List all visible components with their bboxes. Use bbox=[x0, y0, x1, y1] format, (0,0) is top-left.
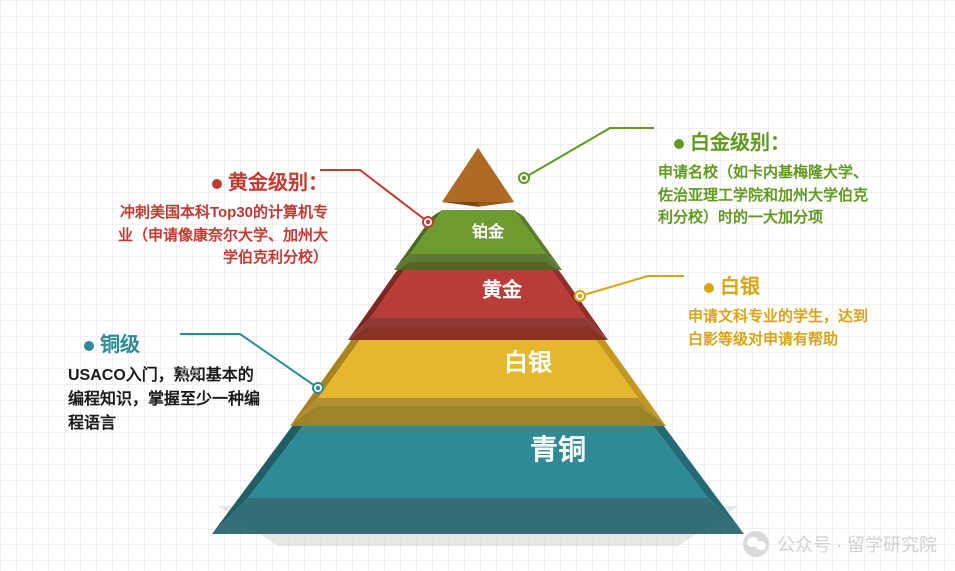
callout-desc: 申请名校（如卡内基梅隆大学、佐治亚理工学院和加州大学伯克利分校）时的一大加分项 bbox=[658, 162, 878, 230]
wechat-icon bbox=[743, 531, 769, 557]
callout-desc: USACO入门，熟知基本的编程知识，掌握至少一种编程语言 bbox=[68, 364, 268, 436]
bullet-icon bbox=[704, 283, 714, 293]
callout-platinum: 白金级别： 申请名校（如卡内基梅隆大学、佐治亚理工学院和加州大学伯克利分校）时的一… bbox=[658, 128, 878, 230]
callout-bronze: 铜级 USACO入门，熟知基本的编程知识，掌握至少一种编程语言 bbox=[68, 330, 268, 436]
callout-gold: 黄金级别： 冲刺美国本科Top30的计算机专业（申请像康奈尔大学、加州大学伯克利分… bbox=[118, 168, 328, 270]
callout-title: 白金级别： bbox=[658, 128, 878, 158]
watermark: 公众号 · 留学研究院 bbox=[743, 531, 937, 557]
callout-title: 白银 bbox=[688, 272, 876, 302]
watermark-text: 公众号 · 留学研究院 bbox=[777, 531, 937, 557]
callout-silver: 白银申请文科专业的学生，达到白影等级对申请有帮助 bbox=[688, 272, 876, 351]
callout-desc: 申请文科专业的学生，达到白影等级对申请有帮助 bbox=[688, 306, 876, 351]
callout-title: 黄金级别： bbox=[118, 168, 328, 198]
diagram-stage: 白金级别： 申请名校（如卡内基梅隆大学、佐治亚理工学院和加州大学伯克利分校）时的一… bbox=[0, 0, 955, 571]
callout-title: 铜级 bbox=[68, 330, 268, 360]
bullet-icon bbox=[212, 179, 222, 189]
bullet-icon bbox=[84, 341, 94, 351]
bullet-icon bbox=[674, 139, 684, 149]
stray-label: 文本 bbox=[178, 364, 202, 381]
callout-desc: 冲刺美国本科Top30的计算机专业（申请像康奈尔大学、加州大学伯克利分校） bbox=[118, 202, 328, 270]
